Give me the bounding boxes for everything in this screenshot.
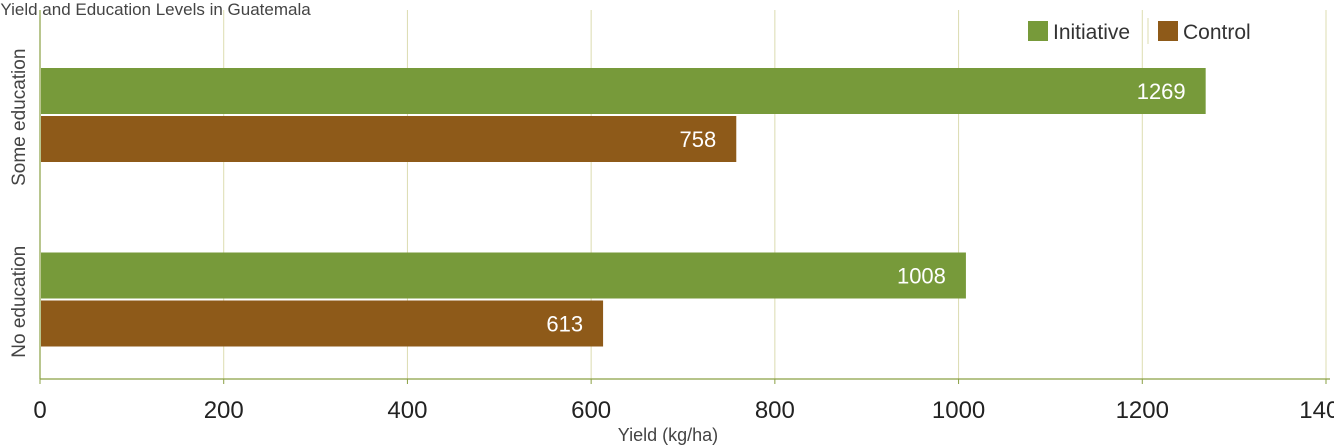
bar-control-no-education <box>41 300 604 347</box>
category-label: Some education <box>9 49 30 186</box>
x-tick-label: 0 <box>33 397 46 424</box>
bar-initiative-no-education <box>41 252 966 299</box>
bar-labels: 1269 758 1008 613 <box>546 79 1185 337</box>
x-tick-label: 800 <box>755 397 795 424</box>
x-tick-label: 1000 <box>932 397 985 424</box>
axes <box>39 10 1330 384</box>
x-tick-label: 200 <box>204 397 244 424</box>
legend: Initiative Control <box>1028 18 1251 44</box>
bar-value-label: 1008 <box>897 264 946 289</box>
legend-swatch-control <box>1158 21 1178 41</box>
x-tick-label: 400 <box>387 397 427 424</box>
x-tick-label: 1400 <box>1299 397 1334 424</box>
legend-label-control: Control <box>1183 21 1251 44</box>
x-tick-label: 600 <box>571 397 611 424</box>
bar-value-label: 613 <box>546 312 583 337</box>
legend-label-initiative: Initiative <box>1053 21 1130 44</box>
bar-value-label: 1269 <box>1137 79 1186 104</box>
category-labels: Some education No education <box>9 49 30 358</box>
bars <box>41 68 1206 347</box>
category-label: No education <box>9 246 30 358</box>
bar-value-label: 758 <box>680 127 717 152</box>
bar-control-some-education <box>41 116 737 162</box>
x-axis-title: Yield (kg/ha) <box>618 425 718 445</box>
x-tick-labels: 0 200 400 600 800 1000 1200 1400 <box>33 397 1334 424</box>
x-tick-label: 1200 <box>1116 397 1169 424</box>
bar-initiative-some-education <box>41 68 1206 114</box>
legend-swatch-initiative <box>1028 21 1048 41</box>
chart-title: Figure 3.10 Yield and Education Levels i… <box>0 0 311 19</box>
